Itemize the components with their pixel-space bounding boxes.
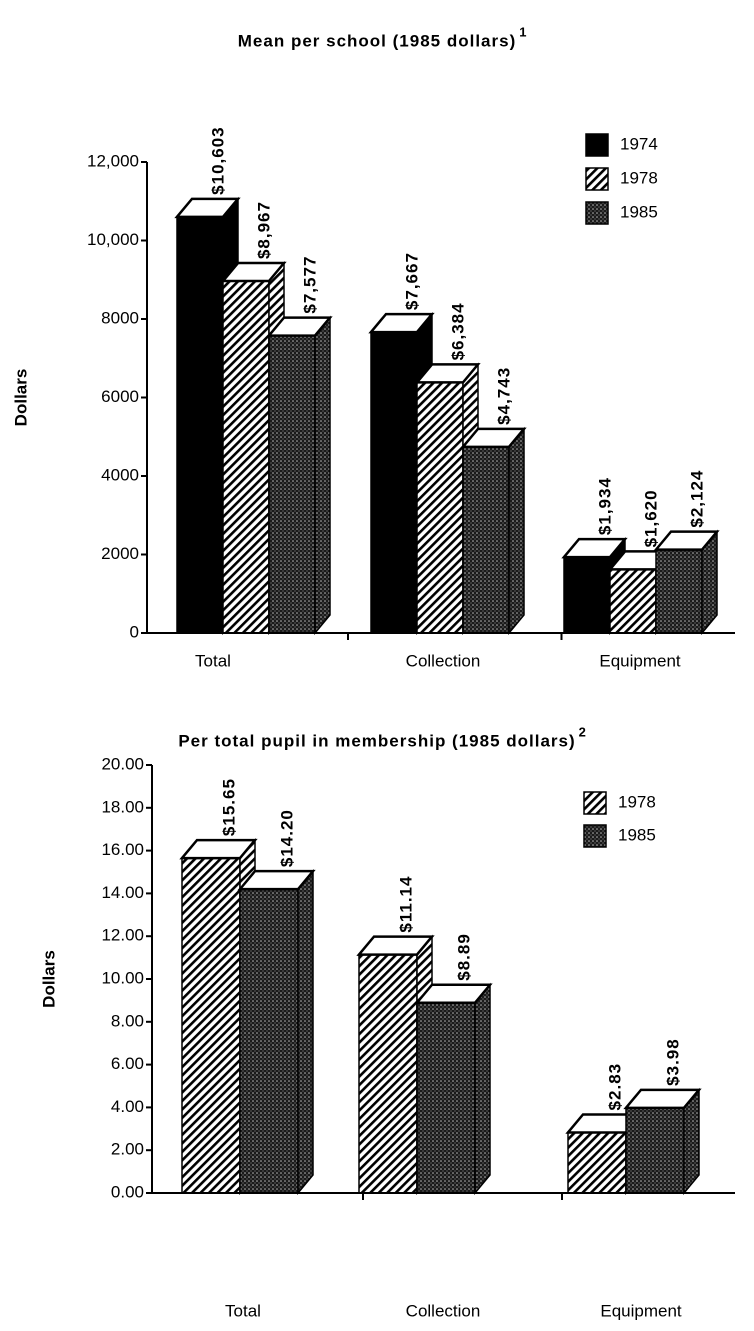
bar-front bbox=[370, 331, 418, 634]
y-tick-label: 10.00 bbox=[101, 968, 144, 987]
bar-front bbox=[625, 1107, 685, 1194]
value-label: $11.14 bbox=[396, 876, 415, 933]
chart-title: Mean per school (1985 dollars) bbox=[238, 31, 516, 50]
bar-top bbox=[653, 530, 720, 551]
bar-side bbox=[297, 869, 314, 1196]
value-label: $15.65 bbox=[219, 778, 238, 836]
bar bbox=[414, 982, 493, 1196]
y-tick-label: 2000 bbox=[101, 544, 139, 563]
y-tick-label: 4.00 bbox=[111, 1097, 144, 1116]
bar-front bbox=[222, 280, 270, 634]
bar-front bbox=[181, 857, 241, 1194]
y-tick-label: 12.00 bbox=[101, 926, 144, 945]
y-tick-label: 6000 bbox=[101, 387, 139, 406]
legend-swatch bbox=[585, 167, 609, 191]
y-tick-label: 6.00 bbox=[111, 1054, 144, 1073]
legend-swatch bbox=[585, 133, 609, 157]
value-label: $8.89 bbox=[454, 933, 473, 981]
bar-top bbox=[179, 838, 258, 860]
title-note: 1 bbox=[519, 24, 526, 39]
y-tick-label: 14.00 bbox=[101, 883, 144, 902]
bar-front bbox=[239, 888, 299, 1194]
bar-top bbox=[414, 983, 493, 1004]
bar-front bbox=[268, 334, 316, 634]
bar bbox=[460, 426, 527, 636]
x-tick-label: Collection bbox=[406, 1301, 481, 1320]
bar-front bbox=[609, 568, 657, 634]
legend-label: 1978 bbox=[618, 792, 656, 811]
value-label: $1,934 bbox=[595, 477, 614, 535]
value-label: $1,620 bbox=[641, 489, 660, 547]
bar-side bbox=[314, 315, 331, 636]
bar-top bbox=[266, 316, 333, 337]
bar bbox=[623, 1087, 702, 1196]
y-tick-label: 12,000 bbox=[87, 151, 139, 170]
x-tick-label: Total bbox=[195, 651, 231, 670]
bar-front bbox=[567, 1131, 627, 1194]
bar-front bbox=[563, 556, 611, 634]
bar-front bbox=[462, 446, 510, 634]
legend-swatch bbox=[583, 824, 607, 848]
bar bbox=[414, 362, 481, 636]
value-label: $7,667 bbox=[402, 252, 421, 310]
legend-label: 1985 bbox=[620, 202, 658, 221]
bar bbox=[266, 315, 333, 636]
y-tick-label: 8.00 bbox=[111, 1011, 144, 1030]
bar-top bbox=[174, 197, 241, 219]
bar-side bbox=[508, 426, 525, 636]
x-tick-label: Collection bbox=[406, 651, 481, 670]
y-tick-label: 0.00 bbox=[111, 1182, 144, 1201]
y-tick-label: 20.00 bbox=[101, 754, 144, 773]
value-label: $2.83 bbox=[605, 1063, 624, 1111]
bar-top bbox=[561, 537, 628, 559]
bar-front bbox=[416, 1002, 476, 1194]
y-tick-label: 4000 bbox=[101, 465, 139, 484]
value-label: $3.98 bbox=[663, 1038, 682, 1086]
x-tick-label: Total bbox=[225, 1301, 261, 1320]
value-label: $6,384 bbox=[448, 302, 467, 360]
y-tick-label: 8000 bbox=[101, 308, 139, 327]
bar bbox=[653, 529, 720, 636]
value-label: $2,124 bbox=[687, 470, 706, 528]
legend-swatch bbox=[583, 791, 607, 815]
y-axis-label: Dollars bbox=[11, 369, 30, 427]
value-label: $4,743 bbox=[494, 367, 513, 425]
legend-label: 1978 bbox=[620, 168, 658, 187]
bar-front bbox=[416, 381, 464, 634]
bar-top bbox=[237, 869, 316, 891]
value-label: $14.20 bbox=[277, 809, 296, 867]
y-tick-label: 10,000 bbox=[87, 230, 139, 249]
bar-top bbox=[220, 261, 287, 283]
y-tick-label: 2.00 bbox=[111, 1140, 144, 1159]
legend-label: 1985 bbox=[618, 825, 656, 844]
value-label: $10,603 bbox=[208, 126, 227, 194]
bar-top bbox=[460, 427, 527, 449]
value-label: $8,967 bbox=[254, 201, 273, 259]
bar-front bbox=[358, 953, 418, 1194]
y-tick-label: 0 bbox=[130, 622, 139, 641]
chart-title: Per total pupil in membership (1985 doll… bbox=[178, 731, 575, 750]
legend-label: 1974 bbox=[620, 134, 658, 153]
bar-top bbox=[414, 363, 481, 384]
bar-top bbox=[623, 1088, 702, 1110]
value-label: $7,577 bbox=[300, 256, 319, 314]
y-tick-label: 16.00 bbox=[101, 840, 144, 859]
legend-swatch bbox=[585, 201, 609, 225]
x-tick-label: Equipment bbox=[599, 651, 681, 670]
x-tick-label: Equipment bbox=[600, 1301, 682, 1320]
bar bbox=[237, 869, 316, 1196]
y-tick-label: 18.00 bbox=[101, 797, 144, 816]
bar-front bbox=[655, 548, 703, 634]
title-note: 2 bbox=[579, 724, 586, 739]
bar-side bbox=[474, 982, 491, 1196]
y-axis-label: Dollars bbox=[39, 950, 58, 1008]
bar-front bbox=[176, 216, 224, 634]
bar-top bbox=[368, 312, 435, 334]
bar-top bbox=[356, 935, 435, 956]
